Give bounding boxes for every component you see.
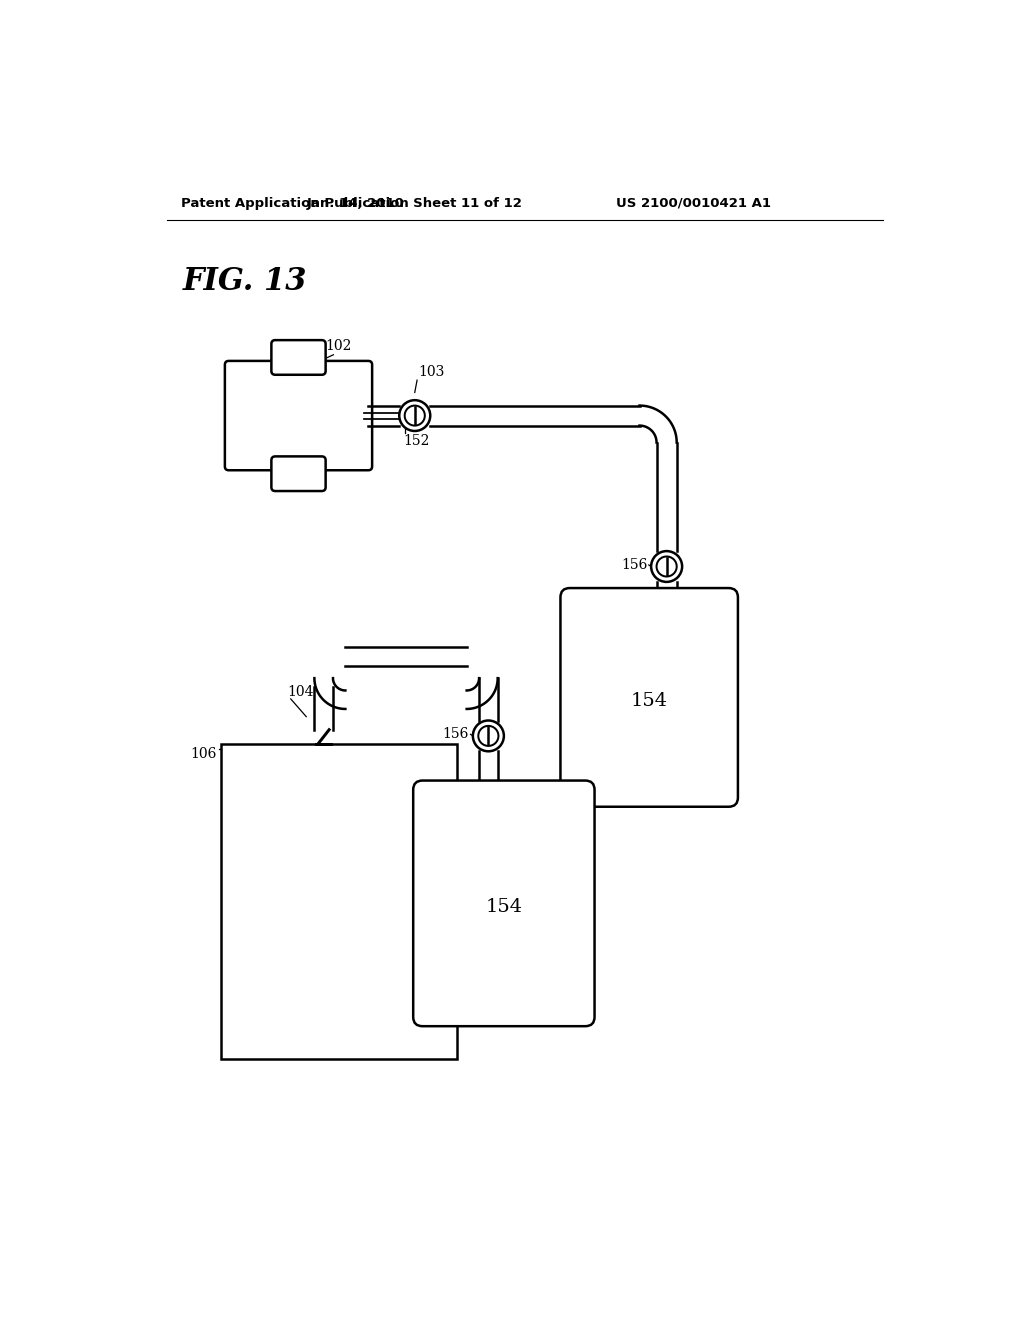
FancyBboxPatch shape [271,341,326,375]
Circle shape [404,405,425,425]
Polygon shape [276,367,321,368]
Text: 106: 106 [190,747,217,762]
Text: Patent Application Publication: Patent Application Publication [180,197,409,210]
FancyBboxPatch shape [221,743,458,1059]
FancyBboxPatch shape [225,360,372,470]
FancyBboxPatch shape [560,589,738,807]
FancyBboxPatch shape [271,457,326,491]
Text: 154: 154 [485,898,522,916]
Text: 156: 156 [621,558,647,572]
Text: 152: 152 [403,434,429,447]
Text: 104: 104 [287,685,313,700]
FancyBboxPatch shape [414,780,595,1026]
Text: 102: 102 [326,339,352,354]
Circle shape [399,400,430,430]
Circle shape [478,726,499,746]
Text: 154: 154 [631,692,668,710]
Circle shape [473,721,504,751]
Polygon shape [276,462,321,465]
Text: 103: 103 [419,364,445,379]
Text: Jan. 14, 2010  Sheet 11 of 12: Jan. 14, 2010 Sheet 11 of 12 [307,197,522,210]
Text: FIG. 13: FIG. 13 [182,267,307,297]
Circle shape [651,552,682,582]
Text: US 2100/0010421 A1: US 2100/0010421 A1 [616,197,771,210]
Text: 156: 156 [442,727,469,742]
Circle shape [656,557,677,577]
